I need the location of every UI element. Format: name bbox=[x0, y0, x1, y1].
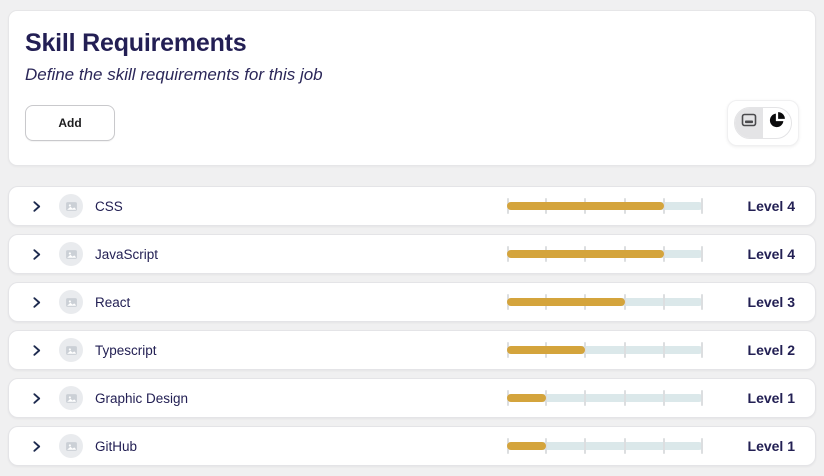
skill-level-fill bbox=[507, 298, 625, 306]
slider-tick bbox=[662, 342, 665, 358]
skill-avatar-icon bbox=[59, 434, 83, 458]
slider-tick bbox=[701, 246, 704, 262]
slider-tick bbox=[662, 294, 665, 310]
skill-level-label: Level 4 bbox=[747, 198, 795, 214]
chevron-right-icon[interactable] bbox=[25, 243, 47, 265]
slider-tick bbox=[623, 294, 626, 310]
slider-track bbox=[507, 442, 703, 450]
slider-tick bbox=[545, 438, 548, 454]
skill-avatar-icon bbox=[59, 194, 83, 218]
skill-name: JavaScript bbox=[95, 246, 159, 262]
chevron-right-icon[interactable] bbox=[25, 339, 47, 361]
slider-tick bbox=[584, 438, 587, 454]
view-toggle-card bbox=[727, 99, 799, 146]
slider-tick bbox=[584, 342, 587, 358]
skill-level-fill bbox=[507, 442, 547, 450]
skill-row[interactable]: Typescript Level 2 bbox=[8, 330, 816, 370]
skill-level-label: Level 1 bbox=[747, 438, 795, 454]
skill-level-fill bbox=[507, 250, 664, 258]
skill-name: Typescript bbox=[95, 342, 157, 358]
page: Skill Requirements Define the skill requ… bbox=[8, 10, 816, 466]
slider-tick bbox=[701, 294, 704, 310]
card-view-icon bbox=[741, 113, 757, 132]
skill-requirements-card: Skill Requirements Define the skill requ… bbox=[8, 10, 816, 166]
slider-tick bbox=[584, 390, 587, 406]
skill-level-label: Level 2 bbox=[747, 342, 795, 358]
skill-level-fill bbox=[507, 394, 547, 402]
skill-level-fill bbox=[507, 202, 664, 210]
skill-row[interactable]: GitHub Level 1 bbox=[8, 426, 816, 466]
slider-track bbox=[507, 346, 703, 354]
skill-level-slider[interactable] bbox=[506, 245, 704, 263]
card-view-toggle[interactable] bbox=[735, 107, 763, 138]
chart-view-toggle[interactable] bbox=[763, 108, 791, 138]
slider-track bbox=[507, 394, 703, 402]
view-toggle bbox=[734, 106, 792, 139]
skill-avatar-icon bbox=[59, 290, 83, 314]
skill-name: CSS bbox=[95, 198, 123, 214]
skill-level-slider[interactable] bbox=[506, 341, 704, 359]
skill-avatar-icon bbox=[59, 386, 83, 410]
add-button[interactable]: Add bbox=[25, 104, 115, 141]
skill-name: React bbox=[95, 294, 131, 310]
skill-avatar-icon bbox=[59, 242, 83, 266]
slider-tick bbox=[662, 198, 665, 214]
skill-level-fill bbox=[507, 346, 586, 354]
slider-tick bbox=[623, 438, 626, 454]
slider-tick bbox=[545, 390, 548, 406]
slider-tick bbox=[662, 246, 665, 262]
chevron-right-icon[interactable] bbox=[25, 387, 47, 409]
skill-row[interactable]: React Level 3 bbox=[8, 282, 816, 322]
skill-row[interactable]: CSS Level 4 bbox=[8, 186, 816, 226]
slider-tick bbox=[623, 390, 626, 406]
skill-name: GitHub bbox=[95, 438, 138, 454]
chevron-right-icon[interactable] bbox=[25, 291, 47, 313]
skill-name: Graphic Design bbox=[95, 390, 189, 406]
skill-level-label: Level 4 bbox=[747, 246, 795, 262]
slider-tick bbox=[701, 342, 704, 358]
chevron-right-icon[interactable] bbox=[25, 195, 47, 217]
skill-level-slider[interactable] bbox=[506, 389, 704, 407]
slider-tick bbox=[701, 438, 704, 454]
slider-tick bbox=[623, 342, 626, 358]
skill-row[interactable]: JavaScript Level 4 bbox=[8, 234, 816, 274]
skill-level-slider[interactable] bbox=[506, 197, 704, 215]
slider-tick bbox=[662, 438, 665, 454]
chevron-right-icon[interactable] bbox=[25, 435, 47, 457]
slider-tick bbox=[701, 390, 704, 406]
skill-row[interactable]: Graphic Design Level 1 bbox=[8, 378, 816, 418]
slider-tick bbox=[701, 198, 704, 214]
skill-level-slider[interactable] bbox=[506, 293, 704, 311]
page-title: Skill Requirements bbox=[25, 29, 247, 57]
skill-level-label: Level 3 bbox=[747, 294, 795, 310]
slider-tick bbox=[662, 390, 665, 406]
pie-chart-icon bbox=[768, 111, 786, 134]
skill-level-label: Level 1 bbox=[747, 390, 795, 406]
header-actions: Add bbox=[25, 99, 799, 146]
skills-list: CSS Level 4 bbox=[8, 186, 816, 466]
skill-level-slider[interactable] bbox=[506, 437, 704, 455]
page-subtitle: Define the skill requirements for this j… bbox=[25, 64, 323, 84]
skill-avatar-icon bbox=[59, 338, 83, 362]
